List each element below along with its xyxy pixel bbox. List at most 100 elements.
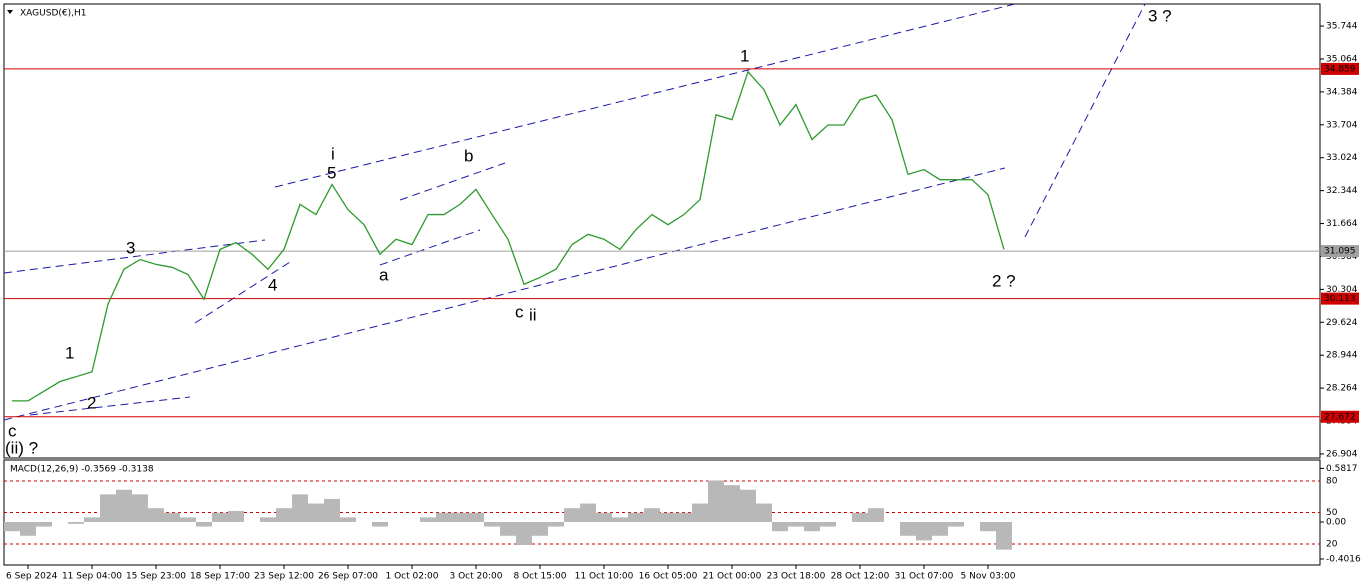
macd-bar	[340, 517, 356, 522]
y2-tick-label: 50	[1326, 508, 1338, 518]
y-tick-label: -0.4016	[1326, 554, 1361, 564]
macd-bar	[788, 521, 804, 527]
macd-bar	[900, 521, 916, 536]
wave-label: 2 ?	[992, 271, 1016, 290]
x-tick-label: 23 Oct 18:00	[767, 572, 826, 582]
level-tag	[1321, 62, 1359, 75]
macd-bar	[916, 521, 932, 541]
level-label: 31.095	[1324, 247, 1356, 257]
macd-bar	[772, 521, 788, 532]
macd-bar	[564, 508, 580, 522]
macd-bar	[676, 512, 692, 522]
x-tick-label: 1 Oct 02:00	[386, 572, 439, 582]
wave-label: c	[8, 421, 17, 440]
macd-bar	[308, 503, 324, 522]
macd-bar	[84, 517, 100, 522]
y2-tick-label: 20	[1326, 540, 1338, 550]
trendline	[1024, 3, 1146, 238]
x-tick-label: 28 Oct 12:00	[831, 572, 890, 582]
macd-bar	[532, 521, 548, 536]
macd-bar	[100, 494, 116, 522]
wave-label: 1	[65, 343, 74, 362]
macd-bar	[980, 521, 996, 532]
wave-label: 5	[327, 163, 336, 182]
x-tick-label: 26 Sep 07:00	[318, 572, 378, 582]
wave-label: b	[464, 146, 473, 165]
wave-label: 2	[87, 393, 96, 412]
x-tick-label: 15 Sep 23:00	[126, 572, 186, 582]
macd-bar	[148, 508, 164, 522]
trendline	[3, 167, 1006, 421]
y-tick-label: 31.664	[1326, 219, 1358, 229]
macd-bar	[660, 512, 676, 522]
macd-bar	[948, 521, 964, 527]
macd-bar	[756, 503, 772, 522]
macd-bar	[868, 508, 884, 522]
y-tick-label: 35.064	[1326, 54, 1358, 64]
trendline	[399, 162, 506, 201]
level-tag	[1321, 410, 1359, 423]
macd-bar	[212, 512, 228, 522]
wave-label: 3	[126, 238, 135, 257]
wave-label: ii	[529, 305, 537, 324]
macd-bar	[276, 508, 292, 522]
x-tick-label: 18 Sep 17:00	[190, 572, 250, 582]
x-tick-label: 11 Sep 04:00	[62, 572, 122, 582]
wave-label: 3 ?	[1148, 6, 1172, 25]
trendline	[29, 396, 191, 416]
trendline	[3, 239, 266, 274]
macd-bar	[452, 512, 468, 522]
macd-bar	[196, 521, 212, 527]
macd-bar	[644, 508, 660, 522]
macd-bar	[420, 517, 436, 522]
macd-bar	[116, 489, 132, 522]
x-tick-label: 16 Oct 05:00	[639, 572, 698, 582]
trendlines	[3, 3, 1146, 421]
macd-bar	[852, 512, 868, 522]
macd-bar	[932, 521, 948, 536]
y-tick-label: 28.944	[1326, 351, 1358, 361]
macd-bar	[468, 512, 484, 522]
title-arrow	[7, 10, 13, 14]
price-frame	[3, 3, 1321, 459]
macd-bar	[724, 485, 740, 522]
macd-bar	[516, 521, 532, 546]
level-label: 30.113	[1324, 294, 1356, 304]
y-tick-label: 0.5817	[1326, 464, 1358, 474]
wave-label: (ii) ?	[5, 438, 38, 457]
macd-bar	[164, 512, 180, 522]
x-tick-label: 11 Oct 10:00	[575, 572, 634, 582]
macd-bar	[580, 503, 596, 522]
y-tick-label: 33.704	[1326, 120, 1358, 130]
wave-label: a	[379, 265, 389, 284]
trendline	[379, 229, 481, 266]
x-tick-label: 8 Oct 15:00	[514, 572, 567, 582]
x-tick-label: 31 Oct 07:00	[895, 572, 954, 582]
level-tag	[1321, 292, 1359, 305]
macd-bar	[372, 521, 388, 527]
y-tick-label: 28.264	[1326, 384, 1358, 394]
wave-label: c	[515, 302, 524, 321]
macd-bar	[36, 521, 52, 527]
y-tick-label: 29.624	[1326, 318, 1358, 328]
macd-bar	[292, 494, 308, 522]
y-tick-label: 34.384	[1326, 87, 1358, 97]
wave-label: 4	[268, 275, 277, 294]
macd-bar	[708, 480, 724, 522]
macd-bar	[500, 521, 516, 536]
level-tag	[1321, 245, 1359, 258]
wave-label: 1	[740, 46, 749, 65]
macd-bar	[436, 512, 452, 522]
macd-bar	[260, 517, 276, 522]
macd-bar	[820, 521, 836, 527]
macd-bar	[180, 517, 196, 522]
x-tick-label: 23 Sep 12:00	[254, 572, 314, 582]
wave-label: i	[331, 144, 335, 163]
trendline	[274, 3, 1016, 188]
y-tick-label: 30.304	[1326, 285, 1358, 295]
macd-bar	[996, 521, 1012, 550]
macd-bar	[612, 517, 628, 522]
x-tick-label: 5 Nov 03:00	[961, 572, 1016, 582]
y-tick-label: 33.024	[1326, 153, 1358, 163]
